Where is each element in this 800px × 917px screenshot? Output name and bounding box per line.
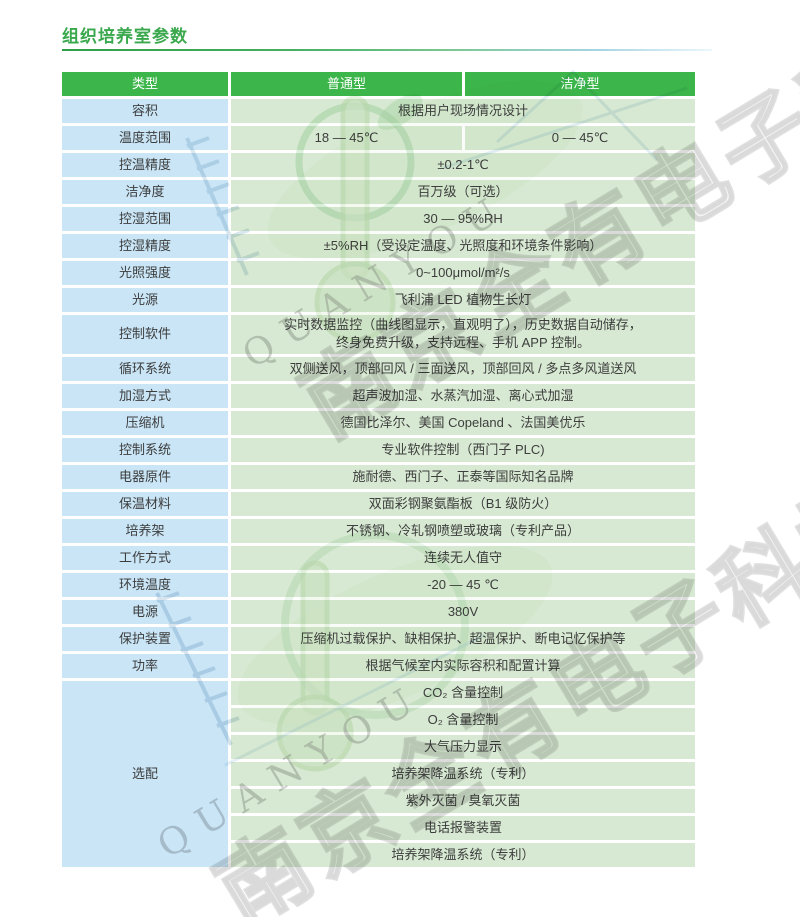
param-label: 容积 [62,99,228,123]
column-header-clean-type: 洁净型 [465,72,695,96]
optional-item: 培养架降温系统（专利） [231,842,695,867]
param-value: ±0.2-1℃ [231,153,695,177]
param-value: 超声波加湿、水蒸汽加湿、离心式加湿 [231,383,695,408]
param-value: 施耐德、西门子、正泰等国际知名品牌 [231,464,695,489]
optional-item: 紫外灭菌 / 臭氧灭菌 [231,788,695,813]
param-label: 光照强度 [62,261,228,285]
param-label: 控制系统 [62,437,228,462]
param-value: 专业软件控制（西门子 PLC) [231,437,695,462]
param-value: 飞利浦 LED 植物生长灯 [231,288,695,312]
param-label: 循环系统 [62,356,228,381]
optional-item: 电话报警装置 [231,815,695,840]
param-label: 加湿方式 [62,383,228,408]
page-title: 组织培养室参数 [62,27,188,46]
column-header-normal-type: 普通型 [231,72,462,96]
param-label: 温度范围 [62,126,228,150]
param-value: 德国比泽尔、美国 Copeland 、法国美优乐 [231,410,695,435]
param-value: 压缩机过载保护、缺相保护、超温保护、断电记忆保护等 [231,626,695,651]
param-value: 380V [231,599,695,624]
optional-item: O₂ 含量控制 [231,707,695,732]
column-header-type: 类型 [62,72,228,96]
param-label: 洁净度 [62,180,228,204]
spec-table: 类型 普通型 洁净型 容积 根据用户现场情况设计 温度范围 18 — 45℃ 0… [62,72,695,867]
param-label: 光源 [62,288,228,312]
param-label: 控湿范围 [62,207,228,231]
param-value: 根据气候室内实际容积和配置计算 [231,653,695,678]
param-value: -20 — 45 ℃ [231,572,695,597]
param-label: 功率 [62,653,228,678]
param-label-optional: 选配 [62,680,228,867]
optional-item: 大气压力显示 [231,734,695,759]
param-label: 电器原件 [62,464,228,489]
param-value: 百万级（可选） [231,180,695,204]
param-value: 实时数据监控（曲线图显示，直观明了），历史数据自动储存， 终身免费升级，支持远程… [231,315,695,354]
param-value: ±5%RH（受设定温度、光照度和环境条件影响） [231,234,695,258]
param-value-normal: 18 — 45℃ [231,126,462,150]
param-value: 根据用户现场情况设计 [231,99,695,123]
param-value: 双侧送风，顶部回风 / 三面送风，顶部回风 / 多点多风道送风 [231,356,695,381]
param-label: 工作方式 [62,545,228,570]
param-value: 连续无人值守 [231,545,695,570]
param-label: 保护装置 [62,626,228,651]
title-underline [62,49,712,51]
param-label: 电源 [62,599,228,624]
param-label: 控温精度 [62,153,228,177]
param-value: 双面彩钢聚氨酯板（B1 级防火） [231,491,695,516]
param-label: 控湿精度 [62,234,228,258]
param-value: 30 — 95%RH [231,207,695,231]
optional-item: 培养架降温系统（专利） [231,761,695,786]
param-label: 压缩机 [62,410,228,435]
param-value: 不锈钢、冷轧钢喷塑或玻璃（专利产品） [231,518,695,543]
param-label: 保温材料 [62,491,228,516]
param-label: 培养架 [62,518,228,543]
param-value: 0~100μmol/m²/s [231,261,695,285]
param-label: 控制软件 [62,315,228,354]
param-value-clean: 0 — 45℃ [465,126,695,150]
optional-item: CO₂ 含量控制 [231,680,695,705]
param-label: 环境温度 [62,572,228,597]
